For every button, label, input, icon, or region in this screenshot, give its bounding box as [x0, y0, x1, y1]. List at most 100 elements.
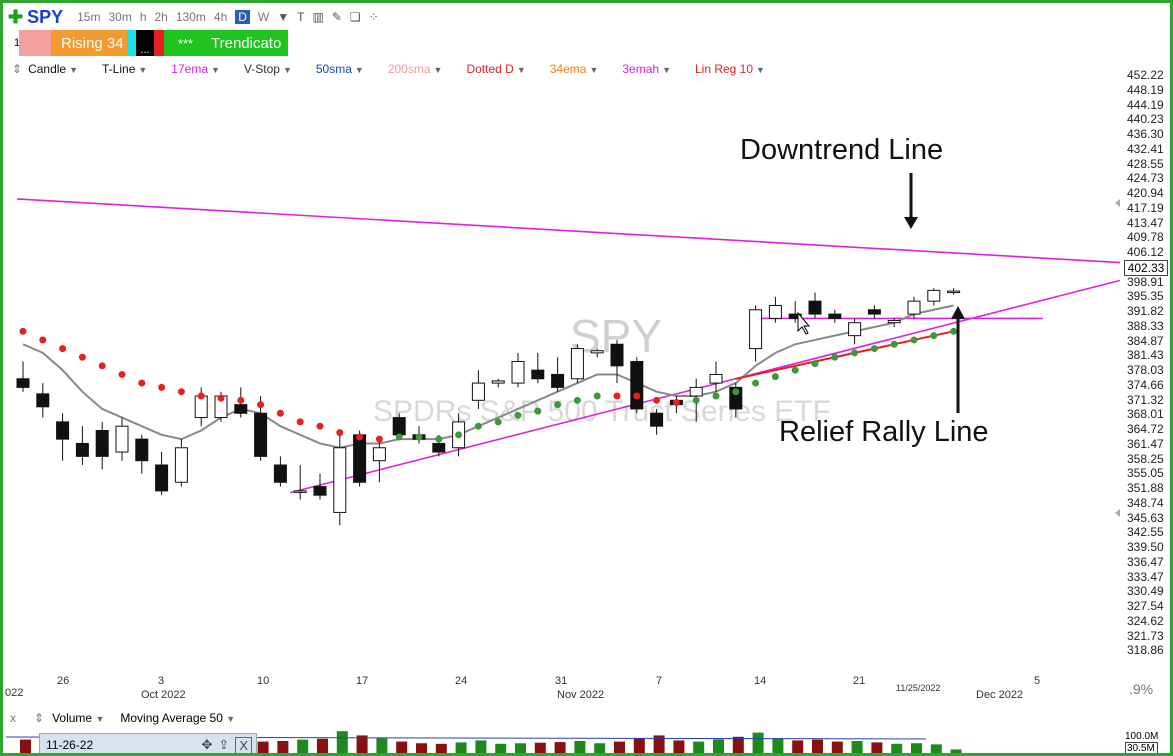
- bars-icon[interactable]: ▥: [312, 10, 324, 24]
- price-tick: 384.87: [1127, 333, 1164, 348]
- timeframe-h[interactable]: h: [139, 10, 147, 24]
- volume-bar: [495, 743, 507, 753]
- study-tline[interactable]: T-Line ▼: [102, 62, 148, 76]
- pencil-icon[interactable]: ✎: [331, 10, 342, 24]
- volume-bar: [376, 738, 388, 753]
- candle-body: [689, 386, 703, 397]
- date-26: 26: [57, 675, 70, 687]
- v-stop-dot: [870, 345, 878, 353]
- volume-axis-value: 30.5M: [1125, 742, 1159, 753]
- price-tick: 327.54: [1127, 599, 1164, 613]
- month-nov: Nov 2022: [557, 689, 605, 701]
- volume-bar: [317, 738, 328, 753]
- timeframe-w[interactable]: W: [257, 10, 270, 24]
- close-icon[interactable]: X: [235, 736, 252, 753]
- volume-axis-top: 100.0M: [1125, 731, 1159, 742]
- timeframe-30m[interactable]: 30m: [108, 10, 132, 24]
- candle-body: [947, 290, 961, 294]
- study-50sma[interactable]: 50sma ▼: [315, 62, 364, 76]
- v-stop-dot: [910, 336, 918, 344]
- v-stop-dot: [593, 392, 601, 400]
- price-tick: 336.47: [1127, 554, 1164, 569]
- add-symbol-icon[interactable]: ✚: [8, 6, 24, 27]
- study-candle[interactable]: Candle ▼: [28, 62, 79, 76]
- candle-body: [709, 373, 723, 384]
- candle-body: [511, 361, 525, 384]
- v-stop-dot: [633, 392, 641, 400]
- marker-cyan: [127, 30, 136, 56]
- export-icon[interactable]: ⇪: [218, 736, 230, 752]
- study-34ema[interactable]: 34ema ▼: [549, 62, 599, 76]
- symbol-label[interactable]: SPY: [27, 6, 64, 27]
- date-31: 31: [555, 675, 568, 687]
- study-ma50[interactable]: Moving Average 50 ▼: [120, 711, 236, 725]
- study-volume[interactable]: Volume ▼: [52, 711, 105, 725]
- price-tick: 364.72: [1127, 422, 1164, 436]
- v-stop-dot: [455, 431, 463, 439]
- date-axis[interactable]: 022 26 3 10 17 24 31 7 14 21 5 Oct 2022 …: [3, 673, 1123, 703]
- price-tick: 348.74: [1127, 495, 1164, 510]
- date-input-value[interactable]: 11-26-22: [46, 738, 94, 752]
- study-bar: ⇕ Candle ▼ T-Line ▼ 17ema ▼ V-Stop ▼ 50sma ▼ …: [6, 60, 1121, 78]
- volume-study-bar: x ⇕ Volume ▼ Moving Average 50 ▼: [6, 709, 251, 727]
- price-tick: 355.05: [1127, 466, 1164, 481]
- relief-rally-line: [290, 279, 1120, 494]
- timeframe-4h[interactable]: 4h: [213, 10, 228, 24]
- volume-bar: [475, 740, 487, 753]
- price-chart[interactable]: [3, 65, 1120, 675]
- study-vstop[interactable]: V-Stop ▼: [243, 62, 292, 76]
- candle-body: [293, 490, 307, 493]
- price-axis[interactable]: 452.22 448.19 444.19 440.23 436.30 432.41 428.…: [1123, 68, 1170, 668]
- date-5: 5: [1034, 675, 1041, 687]
- study-linreg[interactable]: Lin Reg 10 ▼: [694, 62, 765, 76]
- price-tick: 333.47: [1127, 569, 1164, 584]
- v-stop-dot: [930, 332, 938, 340]
- relief-arrow-head: [951, 306, 965, 319]
- volume-bar: [614, 741, 625, 753]
- drag-handle-icon[interactable]: ⇕: [34, 711, 45, 725]
- cursor-date: 11/25/2022: [896, 683, 941, 693]
- timeframe-130m[interactable]: 130m: [175, 10, 206, 24]
- price-tick: 413.47: [1127, 215, 1164, 230]
- candle-body: [16, 378, 30, 388]
- v-stop-dot: [217, 394, 225, 402]
- candle-body: [56, 421, 70, 440]
- timeframe-2h[interactable]: 2h: [154, 10, 168, 24]
- price-tick: 398.91: [1127, 274, 1164, 289]
- v-stop-dot: [494, 418, 502, 426]
- date-24: 24: [455, 675, 468, 687]
- candle-body: [630, 361, 644, 410]
- candle-body: [254, 412, 268, 457]
- chevron-down-icon[interactable]: ▼: [277, 10, 290, 24]
- v-stop-dot: [712, 392, 720, 400]
- volume-bar: [435, 743, 447, 753]
- volume-bar: [871, 742, 883, 753]
- candle-body: [36, 393, 50, 408]
- candle-body: [471, 382, 485, 401]
- template-icon[interactable]: ❏: [349, 10, 361, 24]
- move-icon[interactable]: ✥: [201, 736, 213, 752]
- candle-body: [353, 434, 367, 483]
- v-stop-dot: [672, 398, 680, 406]
- candle-body: [372, 447, 386, 462]
- v-stop-dot: [118, 370, 126, 378]
- study-dotted-d[interactable]: Dotted D ▼: [466, 62, 526, 76]
- close-pane-icon[interactable]: x: [10, 711, 16, 725]
- text-icon[interactable]: T: [297, 10, 305, 24]
- price-tick: 420.94: [1127, 186, 1164, 200]
- marker-stars: ***: [164, 30, 207, 56]
- candle-body: [432, 442, 446, 453]
- date-input[interactable]: 11-26-22 ✥ ⇪ X: [39, 733, 257, 753]
- volume-bar: [336, 731, 348, 753]
- v-stop-dot: [851, 349, 859, 357]
- share-icon[interactable]: ⁘: [368, 10, 379, 24]
- volume-bar: [515, 743, 526, 753]
- study-3emah[interactable]: 3emah ▼: [622, 62, 671, 76]
- timeframe-d[interactable]: D: [235, 10, 250, 24]
- price-tick: 342.55: [1127, 525, 1164, 540]
- study-17ema[interactable]: 17ema ▼: [171, 62, 220, 76]
- volume-bar: [792, 740, 804, 753]
- drag-handle-icon[interactable]: ⇕: [12, 62, 23, 76]
- study-200sma[interactable]: 200sma ▼: [387, 62, 443, 76]
- timeframe-15m[interactable]: 15m: [77, 10, 101, 24]
